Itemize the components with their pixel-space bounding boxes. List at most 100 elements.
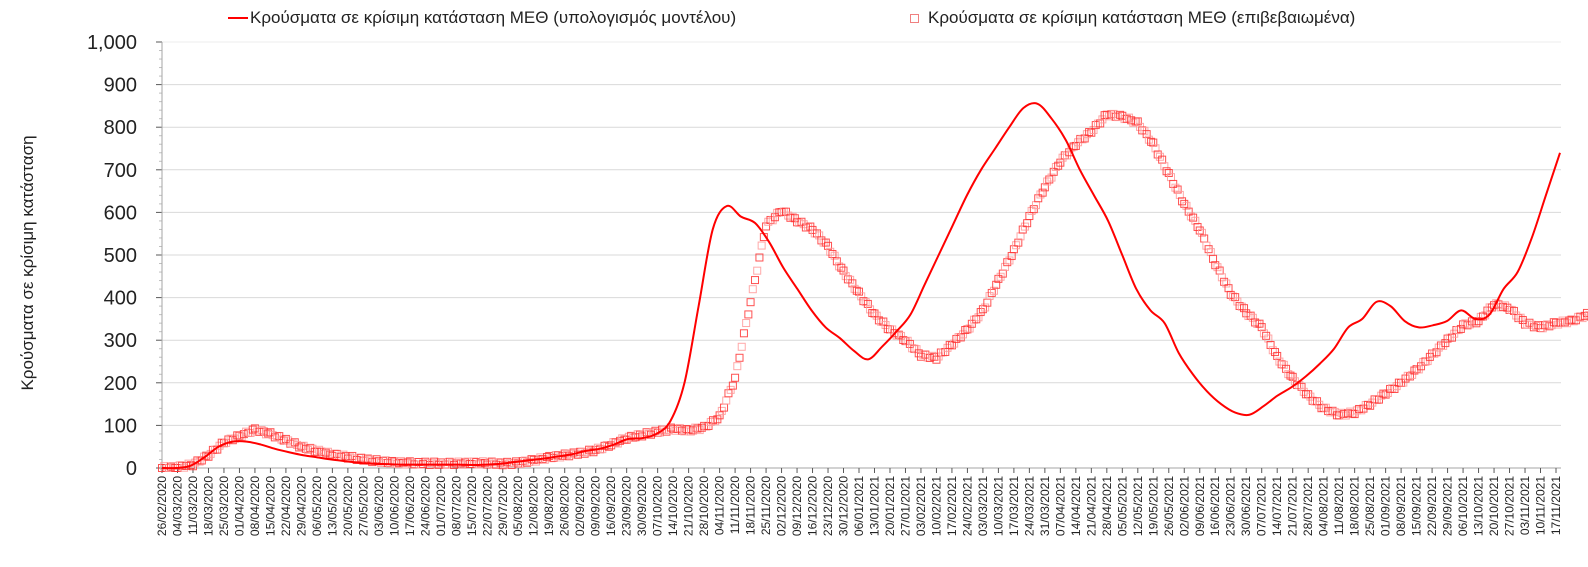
- x-tick-label: 06/01/2021: [852, 476, 866, 536]
- x-tick-label: 24/02/2021: [960, 476, 974, 536]
- x-tick-label: 06/10/2021: [1456, 476, 1470, 536]
- x-tick-label: 22/04/2020: [279, 476, 293, 536]
- x-tick-label: 05/05/2021: [1115, 476, 1129, 536]
- x-tick-label: 29/04/2020: [294, 476, 308, 536]
- x-tick-label: 17/02/2021: [945, 476, 959, 536]
- x-tick-label: 22/09/2021: [1425, 476, 1439, 536]
- chart-legend: Κρούσματα σε κρίσιμη κατάσταση ΜΕΘ (υπολ…: [0, 8, 1588, 34]
- x-tick-label: 31/03/2021: [1038, 476, 1052, 536]
- x-tick-label: 15/07/2020: [465, 476, 479, 536]
- line-marker-icon: [228, 17, 248, 19]
- y-tick-label: 400: [104, 288, 137, 310]
- x-tick-label: 28/04/2021: [1100, 476, 1114, 536]
- x-tick-label: 27/05/2020: [356, 476, 370, 536]
- x-tick-label: 01/07/2020: [434, 476, 448, 536]
- x-tick-label: 13/01/2021: [867, 476, 881, 536]
- y-tick-label: 600: [104, 202, 137, 224]
- x-tick-label: 18/11/2020: [744, 476, 758, 535]
- x-tick-label: 12/08/2020: [527, 476, 541, 536]
- x-tick-label: 01/09/2021: [1379, 476, 1393, 536]
- x-tick-label: 11/03/2020: [186, 476, 200, 535]
- y-tick-label: 800: [104, 117, 137, 139]
- x-tick-label: 20/05/2020: [341, 476, 355, 536]
- legend-label-observed: Κρούσματα σε κρίσιμη κατάσταση ΜΕΘ (επιβ…: [928, 8, 1356, 27]
- x-tick-label: 10/02/2021: [929, 476, 943, 536]
- x-tick-label: 21/07/2021: [1286, 476, 1300, 536]
- x-tick-label: 04/11/2020: [713, 476, 727, 535]
- x-tick-label: 30/09/2020: [635, 476, 649, 536]
- x-tick-label: 01/04/2020: [232, 476, 246, 536]
- y-axis: 0 100 200 300 400 500 600 700 800 900 1,000: [87, 32, 163, 480]
- x-tick-label: 07/10/2020: [651, 476, 665, 536]
- x-tick-label: 09/09/2020: [589, 476, 603, 536]
- x-tick-label: 03/02/2021: [914, 476, 928, 536]
- x-tick-label: 16/12/2020: [806, 476, 820, 536]
- y-tick-label: 300: [104, 330, 137, 352]
- x-tick-label: 18/08/2021: [1348, 476, 1362, 536]
- x-tick-label: 14/10/2020: [666, 476, 680, 536]
- x-tick-label: 16/06/2021: [1208, 476, 1222, 536]
- x-tick-label: 03/06/2020: [372, 476, 386, 536]
- x-tick-label: 04/08/2021: [1317, 476, 1331, 536]
- x-tick-label: 02/12/2020: [775, 476, 789, 536]
- x-tick-label: 22/07/2020: [480, 476, 494, 536]
- x-tick-label: 16/09/2020: [604, 476, 618, 536]
- x-tick-label: 05/08/2020: [511, 476, 525, 536]
- x-tick-label: 11/08/2021: [1332, 476, 1346, 535]
- x-tick-label: 15/09/2021: [1410, 476, 1424, 536]
- y-tick-label: 1,000: [87, 32, 137, 54]
- y-tick-label: 200: [104, 373, 137, 395]
- x-tick-label: 25/03/2020: [217, 476, 231, 536]
- x-tick-label: 03/03/2021: [976, 476, 990, 536]
- x-tick-label: 11/11/2020: [728, 476, 742, 535]
- x-tick-label: 02/06/2021: [1177, 476, 1191, 536]
- x-tick-label: 28/07/2021: [1301, 476, 1315, 536]
- legend-item-observed[interactable]: Κρούσματα σε κρίσιμη κατάσταση ΜΕΘ (επιβ…: [906, 8, 1355, 28]
- x-tick-label: 20/10/2021: [1487, 476, 1501, 536]
- x-tick-label: 09/12/2020: [790, 476, 804, 536]
- x-tick-label: 17/11/2021: [1549, 476, 1563, 535]
- x-tick-label: 25/08/2021: [1363, 476, 1377, 536]
- x-tick-label: 24/06/2020: [418, 476, 432, 536]
- legend-label-model: Κρούσματα σε κρίσιμη κατάσταση ΜΕΘ (υπολ…: [250, 8, 737, 27]
- x-tick-label: 12/05/2021: [1131, 476, 1145, 536]
- x-tick-label: 06/05/2020: [310, 476, 324, 536]
- x-tick-label: 10/06/2020: [387, 476, 401, 536]
- x-tick-label: 20/01/2021: [883, 476, 897, 536]
- x-tick-label: 27/01/2021: [898, 476, 912, 536]
- x-tick-label: 28/10/2020: [697, 476, 711, 536]
- x-tick-label: 08/04/2020: [248, 476, 262, 536]
- x-tick-label: 13/05/2020: [325, 476, 339, 536]
- square-marker-icon: [910, 13, 919, 23]
- x-tick-label: 26/02/2020: [155, 476, 169, 536]
- x-tick-label: 02/09/2020: [573, 476, 587, 536]
- x-tick-label: 29/07/2020: [496, 476, 510, 536]
- x-tick-label: 26/05/2021: [1162, 476, 1176, 536]
- x-tick-label: 13/10/2021: [1472, 476, 1486, 536]
- x-tick-label: 30/12/2020: [837, 476, 851, 536]
- x-tick-label: 24/03/2021: [1022, 476, 1036, 536]
- x-tick-label: 30/06/2021: [1239, 476, 1253, 536]
- x-tick-label: 25/11/2020: [759, 476, 773, 535]
- x-tick-label: 19/08/2020: [542, 476, 556, 536]
- y-tick-label: 0: [126, 458, 137, 480]
- x-tick-label: 21/10/2020: [682, 476, 696, 536]
- x-axis: 26/02/2020 04/03/2020 11/03/2020 18/03/2020…: [155, 467, 1563, 536]
- x-tick-label: 17/06/2020: [403, 476, 417, 536]
- x-tick-label: 14/07/2021: [1270, 476, 1284, 536]
- x-tick-label: 17/03/2021: [1007, 476, 1021, 536]
- y-tick-label: 700: [104, 160, 137, 182]
- x-tick-label: 27/10/2021: [1503, 476, 1517, 536]
- legend-item-model[interactable]: Κρούσματα σε κρίσιμη κατάσταση ΜΕΘ (υπολ…: [228, 8, 736, 28]
- x-tick-label: 09/06/2021: [1193, 476, 1207, 536]
- x-tick-label: 19/05/2021: [1146, 476, 1160, 536]
- gridlines: [162, 41, 1561, 426]
- x-tick-label: 08/09/2021: [1394, 476, 1408, 536]
- x-tick-label: 18/03/2020: [201, 476, 215, 536]
- observed-series: [158, 109, 1588, 472]
- x-tick-label: 23/12/2020: [821, 476, 835, 536]
- x-tick-label: 14/04/2021: [1069, 476, 1083, 536]
- x-tick-label: 23/06/2021: [1224, 476, 1238, 536]
- x-tick-label: 07/04/2021: [1053, 476, 1067, 536]
